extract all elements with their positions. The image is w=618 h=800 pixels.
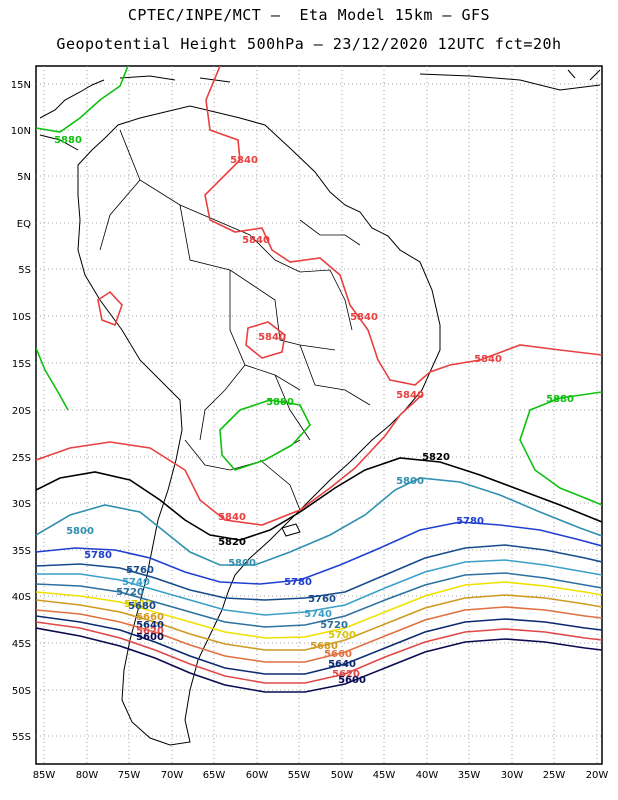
lat-tick-label: EQ	[17, 219, 31, 230]
contour-5840-north	[204, 66, 602, 386]
geopotential-contours	[36, 66, 602, 693]
contour-5880-northwest	[36, 66, 129, 133]
contour-label-5620: 5620	[332, 669, 360, 680]
longitude-ticks: 85W 80W 75W 70W 65W 60W 55W 50W 45W 40W 35W 30W 25W 2…	[33, 770, 609, 781]
contour-5680	[36, 594, 602, 651]
contour-label-5840: 5840	[242, 235, 270, 246]
contour-label-5600: 5600	[136, 632, 164, 643]
contour-label-5740: 5740	[304, 609, 332, 620]
contour-5740	[36, 559, 602, 616]
contour-label-5600: 5600	[338, 675, 366, 686]
contour-5840-southwest	[36, 394, 423, 526]
contour-5720	[36, 572, 602, 628]
contour-5880-west	[36, 347, 69, 411]
contour-label-5840: 5840	[474, 354, 502, 365]
contour-5780	[36, 521, 602, 585]
contour-label-5640: 5640	[136, 620, 164, 631]
lat-tick-label: 10S	[12, 312, 31, 323]
lat-tick-label: 5N	[17, 172, 31, 183]
contour-label-5720: 5720	[116, 587, 144, 598]
graticule	[36, 66, 602, 764]
lon-tick-label: 45W	[373, 770, 396, 781]
lon-tick-label: 55W	[288, 770, 311, 781]
lon-tick-label: 70W	[161, 770, 184, 781]
map-title-line-2: Geopotential Height 500hPa – 23/12/2020 …	[56, 35, 562, 53]
contour-label-5840: 5840	[218, 512, 246, 523]
contour-5760	[36, 544, 602, 601]
contour-5620	[36, 621, 602, 684]
map-title-line-1: CPTEC/INPE/MCT – Eta Model 15km – GFS	[127, 6, 491, 24]
map-frame	[35, 65, 603, 765]
lat-tick-label: 40S	[12, 592, 31, 603]
lon-tick-label: 65W	[203, 770, 226, 781]
lon-tick-label: 25W	[543, 770, 566, 781]
contour-5700	[36, 581, 602, 639]
lon-tick-label: 30W	[501, 770, 524, 781]
contour-5600	[36, 627, 602, 693]
contour-5820	[36, 457, 602, 541]
contour-label-5880: 5880	[266, 397, 294, 408]
contour-label-5740: 5740	[122, 577, 150, 588]
contour-label-5840: 5840	[396, 390, 424, 401]
contour-label-5700: 5700	[328, 630, 356, 641]
falkland-islands	[281, 523, 301, 537]
lon-tick-label: 35W	[458, 770, 481, 781]
lat-tick-label: 55S	[12, 732, 31, 743]
lon-tick-label: 75W	[118, 770, 141, 781]
contour-5840-ring-1	[97, 290, 123, 327]
contour-label-5880: 5880	[54, 135, 82, 146]
central-america-coastline	[39, 79, 105, 151]
lon-tick-label: 60W	[246, 770, 269, 781]
contour-5840-ring-2	[245, 321, 286, 359]
contour-label-5720: 5720	[320, 620, 348, 631]
lon-tick-label: 85W	[33, 770, 56, 781]
contour-5800	[36, 477, 602, 566]
contour-label-5700: 5700	[124, 599, 152, 610]
contour-label-5800: 5800	[396, 476, 424, 487]
lat-tick-label: 15S	[12, 359, 31, 370]
contour-label-5660: 5660	[136, 612, 164, 623]
lat-tick-label: 25S	[12, 453, 31, 464]
lat-tick-label: 45S	[12, 639, 31, 650]
contour-5880-central	[219, 399, 311, 471]
contour-label-5840: 5840	[258, 332, 286, 343]
lat-tick-label: 35S	[12, 546, 31, 557]
lon-tick-label: 50W	[331, 770, 354, 781]
lat-tick-label: 30S	[12, 499, 31, 510]
country-borders	[99, 129, 371, 511]
contour-label-5840: 5840	[350, 312, 378, 323]
lat-tick-label: 10N	[11, 126, 31, 137]
contour-labels: 5880 5880 5880 5840 5840 5840 5840 5840 5840 5840…	[54, 135, 574, 686]
contour-label-5800: 5800	[66, 526, 94, 537]
lat-tick-label: 20S	[12, 406, 31, 417]
contour-label-5640: 5640	[328, 659, 356, 670]
latitude-ticks: 15N 10N 5N EQ 5S 10S 15S 20S 25S 30S 35S 40S 45S 50S 5…	[11, 80, 31, 743]
contour-5640	[36, 615, 602, 675]
contour-label-5880: 5880	[546, 394, 574, 405]
contour-label-5820: 5820	[218, 537, 246, 548]
contour-label-5780: 5780	[456, 516, 484, 527]
contour-5880-east	[519, 391, 602, 506]
lon-tick-label: 40W	[416, 770, 439, 781]
lat-tick-label: 15N	[11, 80, 31, 91]
contour-label-5760: 5760	[308, 594, 336, 605]
contour-label-5620: 5620	[136, 626, 164, 637]
lat-tick-label: 5S	[18, 265, 31, 276]
south-america-coastline	[77, 105, 441, 746]
lat-tick-label: 50S	[12, 686, 31, 697]
contour-label-5760: 5760	[126, 565, 154, 576]
contour-label-5840: 5840	[230, 155, 258, 166]
contour-5660	[36, 606, 602, 663]
contour-label-5820: 5820	[422, 452, 450, 463]
contour-label-5780: 5780	[284, 577, 312, 588]
contour-label-5680: 5680	[128, 601, 156, 612]
lon-tick-label: 20W	[586, 770, 609, 781]
lon-tick-label: 80W	[76, 770, 99, 781]
contour-label-5800: 5800	[228, 558, 256, 569]
contour-label-5680: 5680	[310, 641, 338, 652]
contour-label-5780: 5780	[84, 550, 112, 561]
contour-label-5660: 5660	[324, 649, 352, 660]
